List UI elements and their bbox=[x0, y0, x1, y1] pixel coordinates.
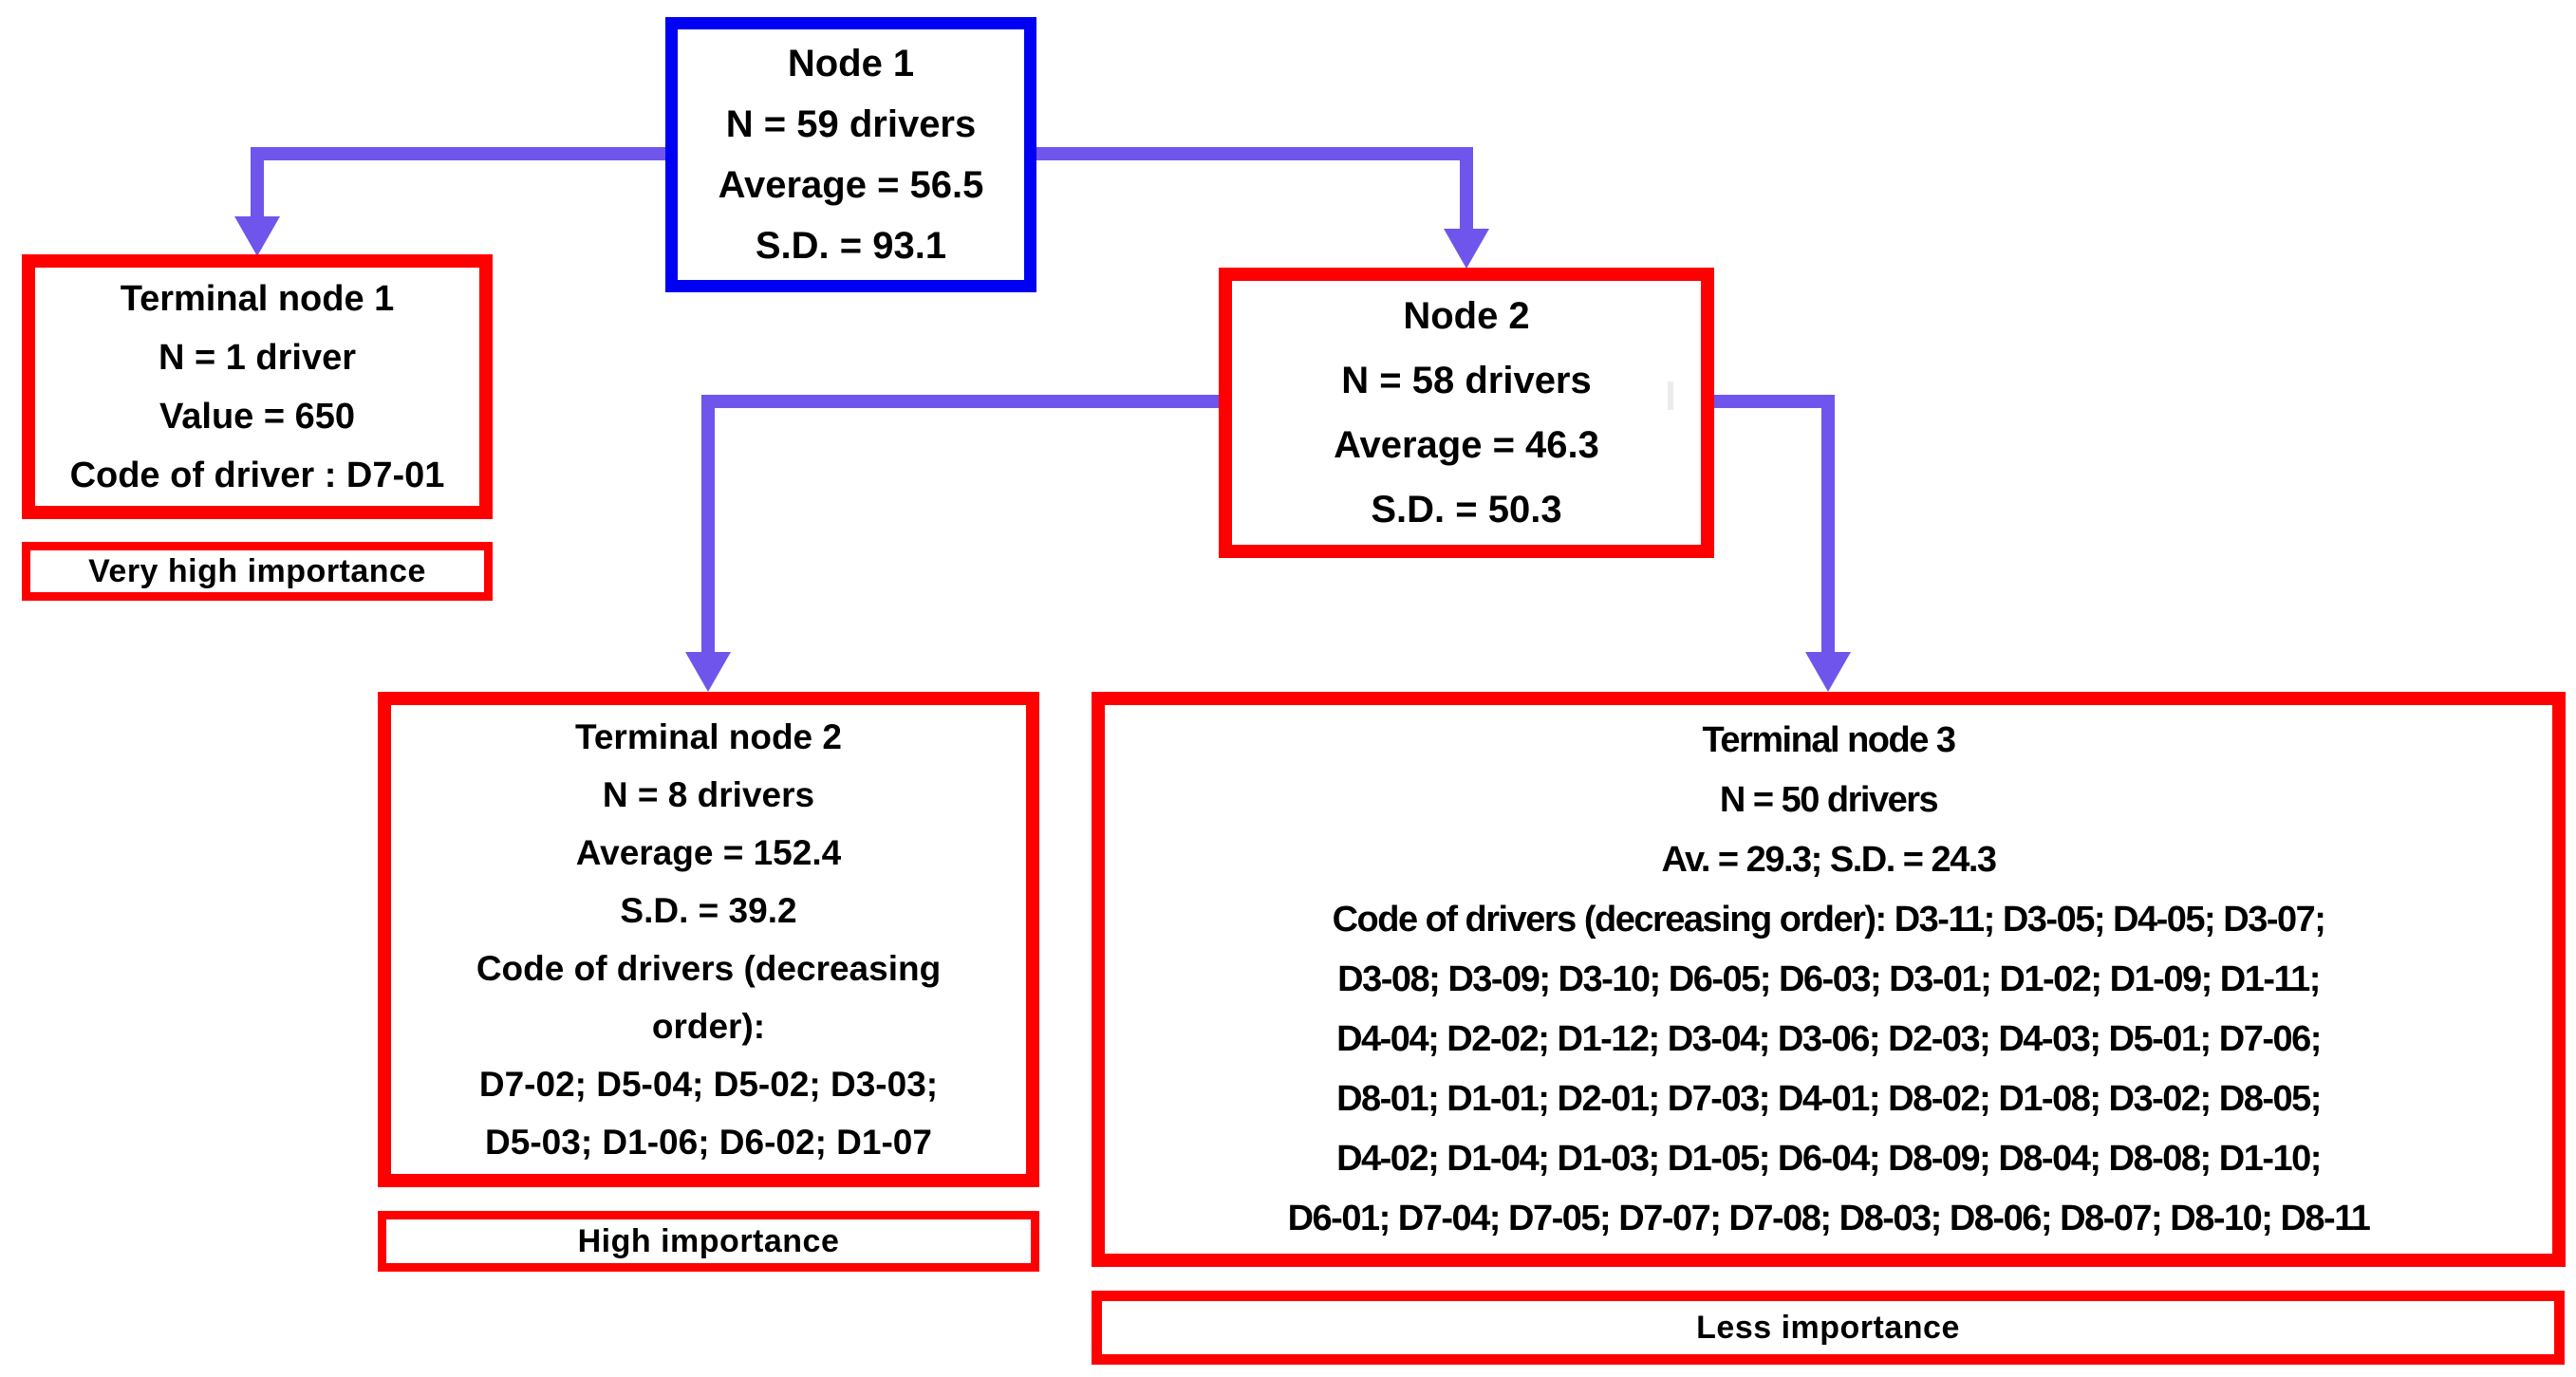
importance-label-very-high: Very high importance bbox=[22, 542, 493, 601]
terminal-node-2-box: Terminal node 2 N = 8 drivers Average = … bbox=[378, 692, 1039, 1187]
node-n-drivers: N = 1 driver bbox=[158, 337, 357, 378]
connector-node1-node2-horizontal bbox=[1036, 147, 1473, 160]
node-title: Node 1 bbox=[787, 43, 915, 84]
node-driver-codes: D5-03; D1-06; D6-02; D1-07 bbox=[485, 1123, 932, 1162]
connector-node1-terminal1-horizontal bbox=[251, 147, 665, 160]
arrow-down-icon bbox=[234, 216, 280, 256]
node-n-drivers: N = 8 drivers bbox=[602, 775, 815, 814]
node-title: Node 2 bbox=[1403, 295, 1530, 337]
node-average: Average = 56.5 bbox=[718, 164, 984, 206]
node-title: Terminal node 3 bbox=[1702, 719, 1956, 760]
node-average-sd: Av. = 29.3; S.D. = 24.3 bbox=[1661, 839, 1997, 880]
connector-node2-terminal2-horizontal bbox=[701, 395, 1219, 408]
node-average: Average = 152.4 bbox=[575, 833, 842, 872]
terminal-node-1-box: Terminal node 1 N = 1 driver Value = 650… bbox=[22, 254, 493, 519]
connector-node1-terminal1-vertical bbox=[251, 147, 264, 218]
connector-node2-terminal3-horizontal bbox=[1714, 395, 1835, 408]
node-driver-codes-heading: Code of drivers (decreasing bbox=[476, 949, 942, 988]
connector-node1-node2-vertical bbox=[1460, 147, 1473, 231]
node-driver-codes: D4-04; D2-02; D1-12; D3-04; D3-06; D2-03… bbox=[1336, 1018, 2322, 1059]
importance-label-text: Less importance bbox=[1696, 1309, 1960, 1346]
node-driver-codes: D8-01; D1-01; D2-01; D7-03; D4-01; D8-02… bbox=[1336, 1078, 2322, 1119]
node-driver-code: Code of driver : D7-01 bbox=[69, 455, 445, 495]
node-average: Average = 46.3 bbox=[1334, 424, 1599, 466]
arrow-down-icon bbox=[1444, 229, 1489, 269]
node-n-drivers: N = 58 drivers bbox=[1341, 360, 1592, 401]
node-driver-codes: D3-08; D3-09; D3-10; D6-05; D6-03; D3-01… bbox=[1337, 958, 2321, 999]
node-driver-codes-heading: order): bbox=[651, 1007, 766, 1046]
node-n-drivers: N = 59 drivers bbox=[725, 103, 977, 145]
node-sd: S.D. = 39.2 bbox=[620, 891, 797, 930]
importance-label-text: High importance bbox=[577, 1222, 840, 1259]
node-sd: S.D. = 50.3 bbox=[1371, 489, 1562, 530]
importance-label-less: Less importance bbox=[1092, 1291, 2565, 1365]
node-driver-codes: Code of drivers (decreasing order): D3-1… bbox=[1332, 899, 2326, 940]
importance-label-high: High importance bbox=[378, 1211, 1039, 1272]
node-driver-codes: D7-02; D5-04; D5-02; D3-03; bbox=[478, 1065, 939, 1104]
connector-node2-terminal2-vertical bbox=[701, 395, 715, 654]
arrow-down-icon bbox=[685, 652, 731, 692]
stray-mark bbox=[1668, 381, 1673, 410]
root-node-1-box: Node 1 N = 59 drivers Average = 56.5 S.D… bbox=[665, 17, 1036, 292]
node-2-box: Node 2 N = 58 drivers Average = 46.3 S.D… bbox=[1219, 268, 1714, 558]
node-sd: S.D. = 93.1 bbox=[755, 225, 947, 267]
node-n-drivers: N = 50 drivers bbox=[1719, 779, 1939, 820]
terminal-node-3-box: Terminal node 3 N = 50 drivers Av. = 29.… bbox=[1092, 692, 2566, 1267]
node-driver-codes: D4-02; D1-04; D1-03; D1-05; D6-04; D8-09… bbox=[1336, 1138, 2322, 1179]
node-title: Terminal node 1 bbox=[120, 278, 395, 319]
node-driver-codes: D6-01; D7-04; D7-05; D7-07; D7-08; D8-03… bbox=[1287, 1198, 2371, 1238]
connector-node2-terminal3-vertical bbox=[1821, 395, 1835, 654]
node-value: Value = 650 bbox=[159, 396, 355, 437]
node-title: Terminal node 2 bbox=[575, 717, 842, 756]
arrow-down-icon bbox=[1805, 652, 1851, 692]
importance-label-text: Very high importance bbox=[88, 552, 426, 589]
